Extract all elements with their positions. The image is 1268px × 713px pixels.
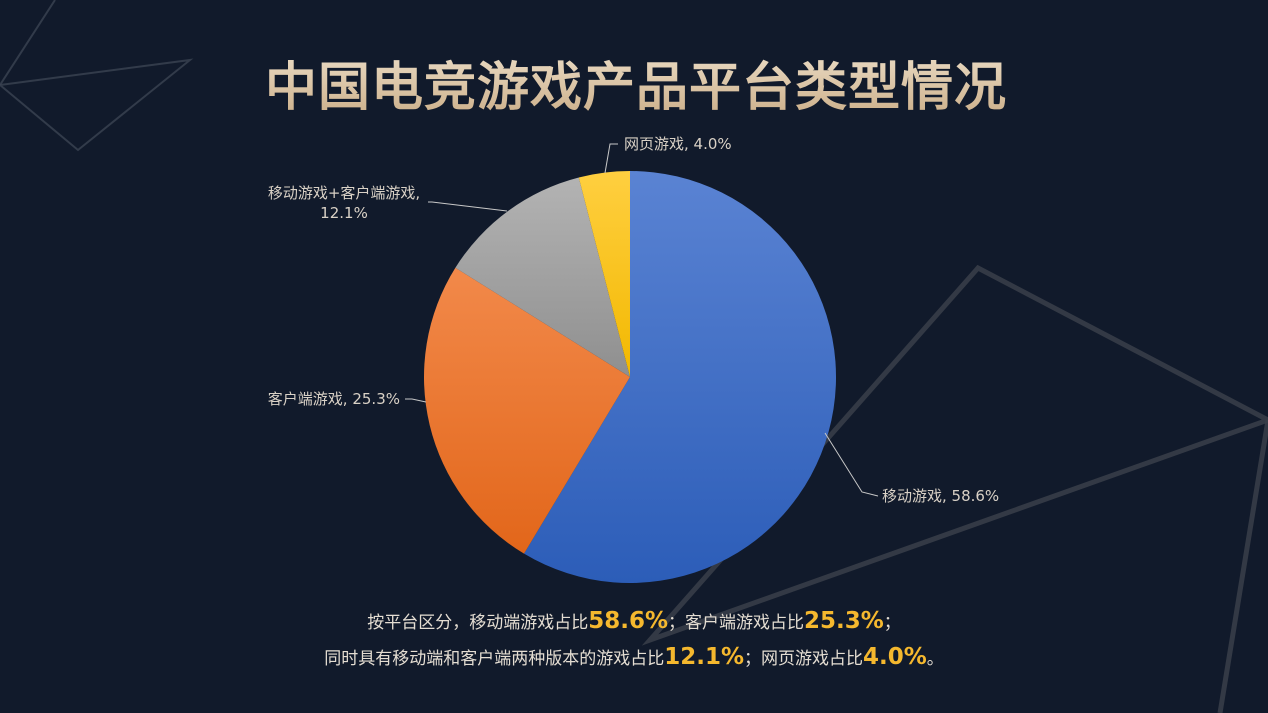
pie-slice-mobile-games bbox=[524, 171, 837, 583]
slice-label-client-games: 客户端游戏, 25.3% bbox=[268, 390, 400, 408]
summary-text-1b: ；客户端游戏占比 bbox=[668, 613, 804, 633]
leader-line-web-games bbox=[604, 143, 618, 174]
summary-text-2b: ；网页游戏占比 bbox=[744, 649, 863, 669]
page-title: 中国电竞游戏产品平台类型情况 bbox=[265, 52, 1007, 124]
leader-line-mobile-plus-client-games bbox=[428, 201, 508, 212]
summary-text-2c: 。 bbox=[926, 649, 944, 669]
summary-text-1c: ； bbox=[883, 613, 901, 633]
highlight-mobile-share: 58.6% bbox=[588, 608, 668, 634]
leader-line-mobile-games bbox=[824, 432, 879, 497]
summary-text: 按平台区分，移动端游戏占比58.6%；客户端游戏占比25.3%； 同时具有移动端… bbox=[0, 603, 1268, 675]
slice-label-web-games: 网页游戏, 4.0% bbox=[624, 135, 732, 153]
highlight-web-share: 4.0% bbox=[863, 644, 927, 670]
summary-text-2a: 同时具有移动端和客户端两种版本的游戏占比 bbox=[324, 649, 665, 669]
deco-line-top-left bbox=[0, 0, 56, 86]
pie-slice-client-games bbox=[424, 267, 630, 554]
summary-line-2: 同时具有移动端和客户端两种版本的游戏占比12.1%；网页游戏占比4.0%。 bbox=[0, 639, 1268, 675]
deco-line-right bbox=[1217, 419, 1268, 713]
slice-label-mobile-plus-client-games-line1: 移动游戏+客户端游戏, bbox=[268, 184, 420, 202]
highlight-mobile-plus-client-share: 12.1% bbox=[664, 644, 744, 670]
pie-slice-web-games bbox=[578, 171, 630, 377]
highlight-client-share: 25.3% bbox=[804, 608, 884, 634]
leader-line-client-games bbox=[405, 398, 427, 403]
summary-text-1a: 按平台区分，移动端游戏占比 bbox=[367, 613, 589, 633]
summary-line-1: 按平台区分，移动端游戏占比58.6%；客户端游戏占比25.3%； bbox=[0, 603, 1268, 639]
pie-slice-mobile-plus-client-games bbox=[455, 177, 630, 377]
deco-triangle-top-left bbox=[0, 58, 194, 152]
slice-label-mobile-games: 移动游戏, 58.6% bbox=[882, 487, 999, 505]
slice-label-mobile-plus-client-games-line2: 12.1% bbox=[320, 204, 368, 222]
